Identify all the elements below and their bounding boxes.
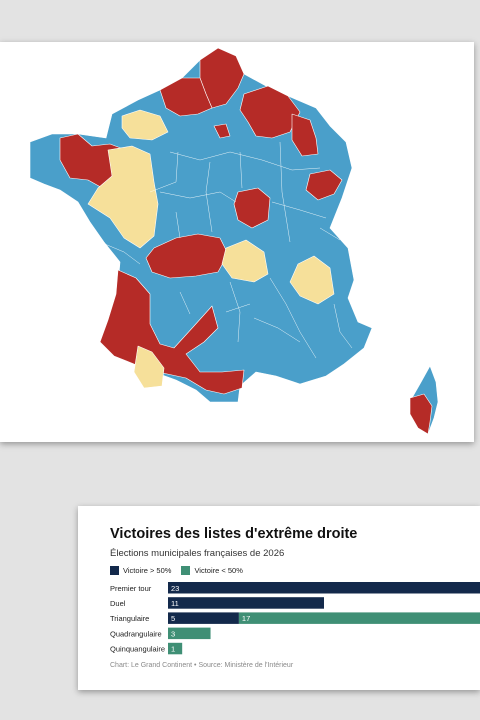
bar-segment-majority — [168, 582, 480, 594]
bar-chart-plot: Premier tour 23 Duel 11 Triangulaire 5 17 Quadr… — [110, 582, 480, 655]
category-label: Quinquangulaire — [110, 645, 165, 654]
dept-yellow-mayenne — [87, 145, 159, 249]
bar-value-label: 5 — [171, 614, 175, 623]
legend-swatch-majority — [110, 566, 119, 575]
dept-red-marne — [291, 113, 319, 157]
legend-label-majority: Victoire > 50% — [123, 566, 172, 575]
chart-source: Chart: Le Grand Continent • Source: Mini… — [110, 662, 294, 669]
bar-segment-minority — [238, 612, 480, 624]
legend-item-majority: Victoire > 50% — [110, 566, 171, 575]
dept-yellow-calvados — [121, 109, 169, 141]
chart-subtitle: Élections municipales françaises de 2026 — [110, 548, 285, 559]
bar-value-label: 1 — [171, 645, 175, 654]
chart-title: Victoires des listes d'extrême droite — [110, 526, 358, 542]
dept-red-corsica-sud — [409, 393, 433, 435]
bar-value-label: 3 — [171, 629, 175, 638]
bar-value-label: 11 — [171, 599, 179, 608]
legend-swatch-minority — [181, 566, 191, 575]
dept-red-somme — [159, 77, 213, 117]
france-departments-map — [29, 47, 439, 435]
chart-card: Victoires des listes d'extrême droite Él… — [78, 506, 480, 690]
category-label: Quadrangulaire — [110, 629, 162, 638]
dept-red-limousin — [145, 233, 229, 279]
bar-value-label: 23 — [171, 584, 179, 593]
category-label: Premier tour — [110, 584, 152, 593]
dept-red-doubs — [305, 169, 343, 201]
category-label: Triangulaire — [110, 614, 149, 623]
dept-red-champagne — [239, 85, 301, 139]
france-map-card — [0, 42, 474, 442]
bar-segment-majority — [168, 612, 239, 624]
bar-segment-minority — [168, 642, 183, 655]
dept-red-oise — [213, 123, 231, 139]
legend-item-minority: Victoire < 50% — [181, 566, 243, 575]
dept-yellow-allier — [221, 239, 269, 283]
bar-segment-majority — [168, 597, 324, 609]
dept-yellow-isere — [289, 255, 335, 305]
chart-legend: Victoire > 50% Victoire < 50% — [110, 566, 243, 575]
dept-red-nievre — [233, 187, 271, 229]
legend-label-minority: Victoire < 50% — [194, 566, 243, 575]
bar-segment-minority — [168, 627, 211, 640]
department-borders — [99, 141, 353, 359]
dept-yellow-landes — [133, 345, 165, 389]
bar-value-label: 17 — [242, 614, 250, 623]
category-label: Duel — [110, 599, 126, 608]
